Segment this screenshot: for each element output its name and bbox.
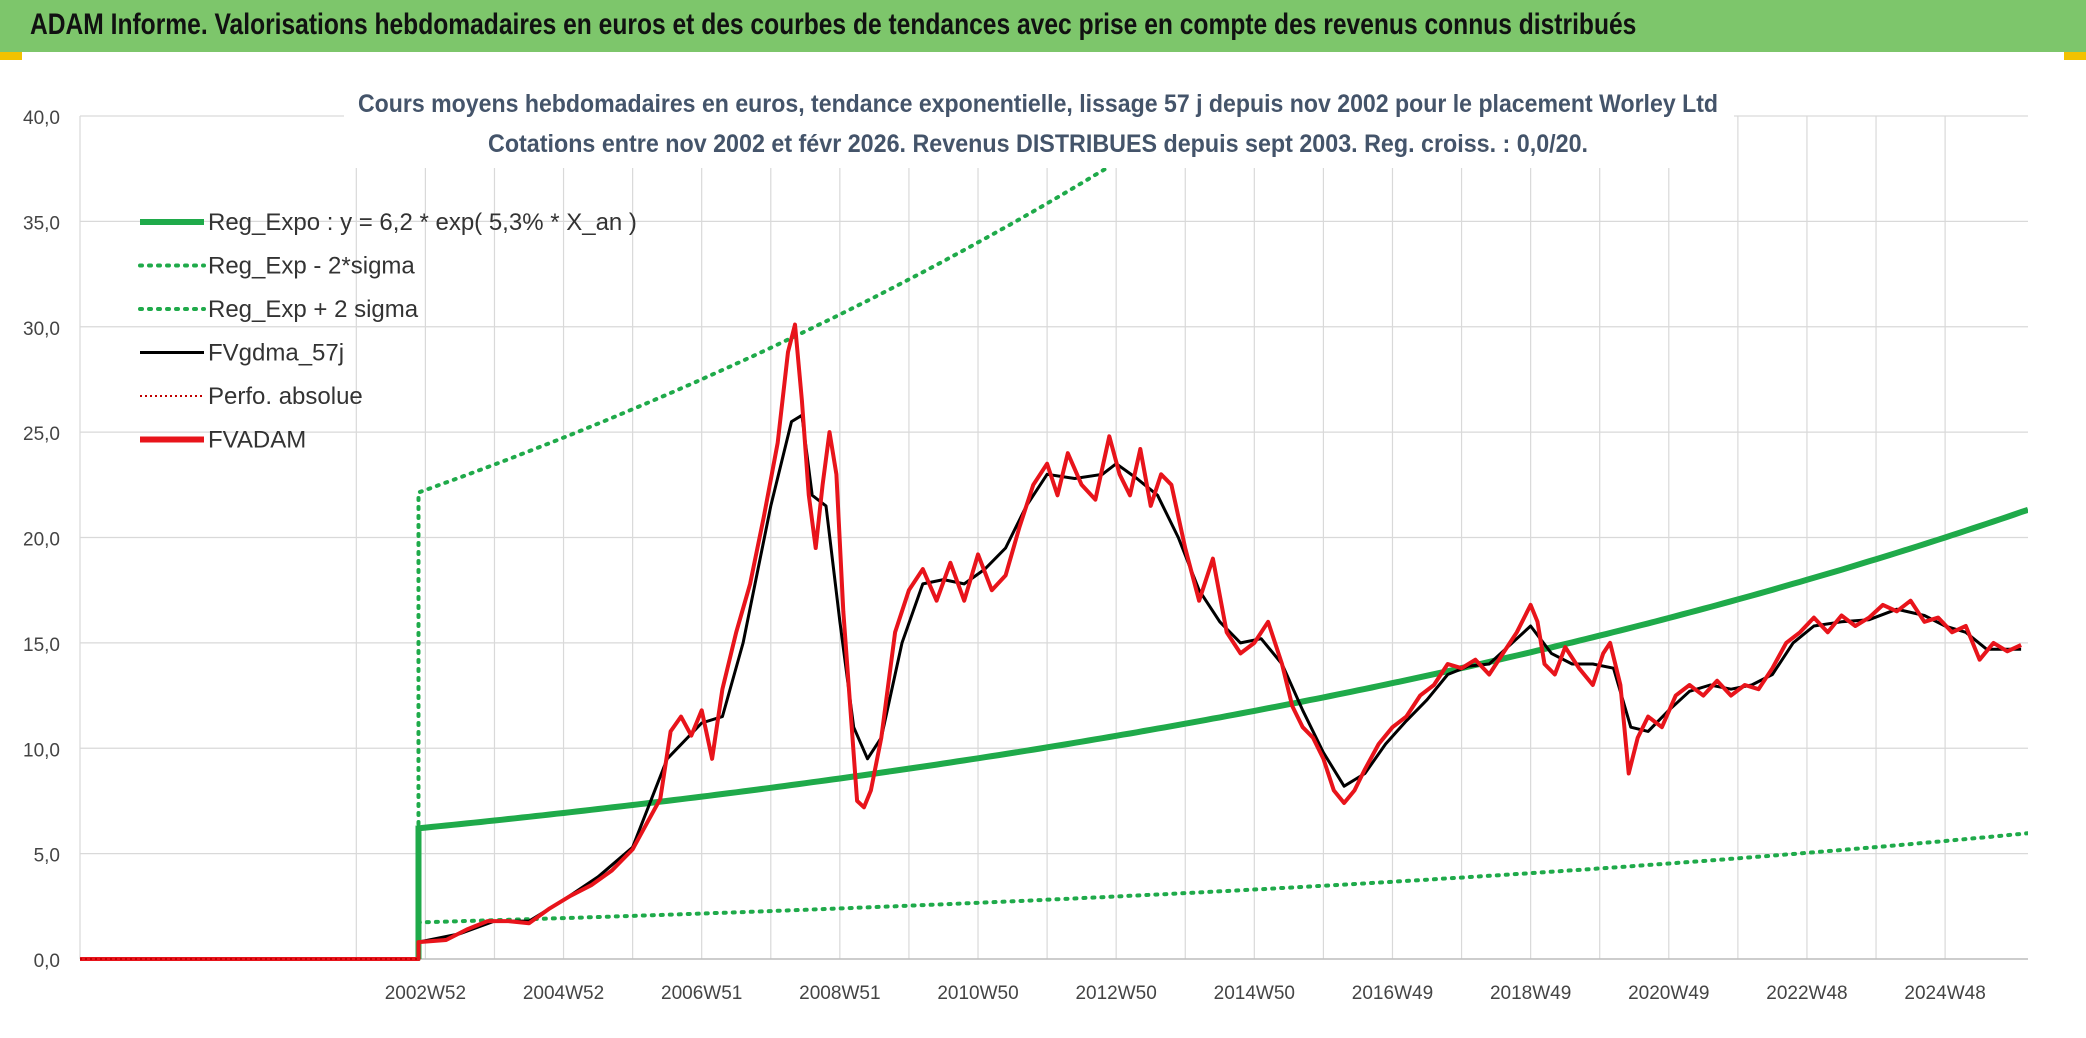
- y-tick-label: 20,0: [23, 530, 60, 551]
- legend-label: Reg_Exp - 2*sigma: [208, 253, 415, 280]
- y-tick-label: 25,0: [23, 424, 60, 445]
- chart-subtitle: Cotations entre nov 2002 et févr 2026. R…: [488, 130, 1588, 158]
- y-tick-label: 15,0: [23, 635, 60, 656]
- series-fvadam: [80, 322, 2022, 961]
- y-tick-label: 10,0: [23, 740, 60, 761]
- title-backdrop: [344, 82, 1734, 168]
- x-tick-label: 2018W49: [1490, 983, 1571, 1004]
- report-header: ADAM Informe. Valorisations hebdomadaire…: [0, 0, 2086, 52]
- x-tick-label: 2010W50: [937, 983, 1018, 1004]
- x-tick-label: 2004W52: [523, 983, 604, 1004]
- x-axis: 2002W52 2004W52 2006W51 2008W51 2010W50 2012W…: [385, 983, 1986, 1004]
- series-fvgdma-57j: [80, 413, 2022, 961]
- x-tick-label: 2014W50: [1214, 983, 1295, 1004]
- legend-label: Reg_Expo : y = 6,2 * exp( 5,3% * X_an ): [208, 209, 637, 236]
- corner-marker-right: [2064, 52, 2086, 60]
- y-tick-label: 30,0: [23, 319, 60, 340]
- series-reg-plus-2sigma: [416, 114, 1197, 961]
- y-tick-label: 0,0: [34, 951, 60, 972]
- series-reg-minus-2sigma: [416, 831, 2028, 961]
- grid-layer: [79, 115, 2028, 960]
- y-tick-label: 35,0: [23, 213, 60, 234]
- corner-marker-left: [0, 52, 22, 60]
- report-title: ADAM Informe. Valorisations hebdomadaire…: [30, 8, 1637, 41]
- x-tick-label: 2016W49: [1352, 983, 1433, 1004]
- y-axis: 0,0 5,0 10,0 15,0 20,0 25,0 30,0 35,0 40,0: [23, 108, 60, 972]
- series-reg-expo: [415, 506, 2028, 960]
- y-tick-label: 40,0: [23, 108, 60, 129]
- x-tick-label: 2012W50: [1075, 983, 1156, 1004]
- legend-label: FVADAM: [208, 427, 306, 454]
- legend-label: Reg_Exp + 2 sigma: [208, 296, 419, 323]
- x-tick-label: 2024W48: [1904, 983, 1985, 1004]
- legend-label: Perfo. absolue: [208, 383, 363, 410]
- chart-area: 0,0 5,0 10,0 15,0 20,0 25,0 30,0 35,0 40,0 2002W…: [23, 82, 2028, 1004]
- x-tick-label: 2008W51: [799, 983, 880, 1004]
- x-tick-label: 2006W51: [661, 983, 742, 1004]
- series-layer: [80, 114, 2028, 961]
- chart-title: Cours moyens hebdomadaires en euros, ten…: [358, 90, 1718, 118]
- legend: Reg_Expo : y = 6,2 * exp( 5,3% * X_an ) R…: [138, 209, 637, 454]
- x-tick-label: 2002W52: [385, 983, 466, 1004]
- x-tick-label: 2022W48: [1766, 983, 1847, 1004]
- legend-label: FVgdma_57j: [208, 340, 344, 367]
- y-tick-label: 5,0: [34, 846, 60, 867]
- x-tick-label: 2020W49: [1628, 983, 1709, 1004]
